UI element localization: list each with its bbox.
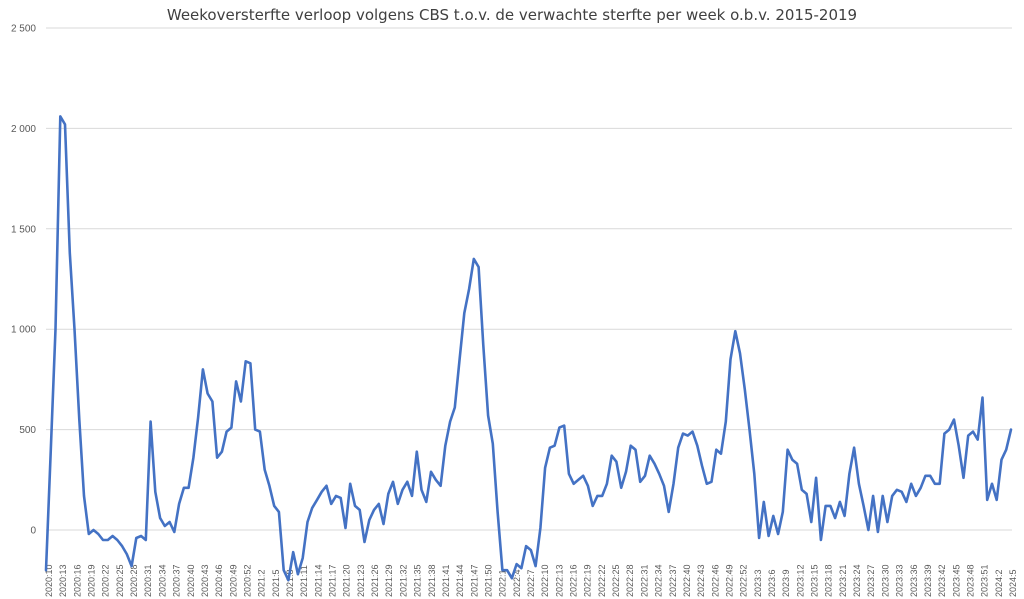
x-tick-label: 2020:28 — [129, 564, 139, 597]
x-tick-label: 2022:13 — [554, 564, 564, 597]
x-tick-label: 2022:31 — [639, 564, 649, 597]
x-tick-label: 2021:47 — [469, 564, 479, 597]
x-axis-labels: 2020:10 2020:13 2020:16 2020:19 2020:22 2020:… — [44, 564, 1018, 597]
x-tick-label: 2023:51 — [980, 564, 990, 597]
x-tick-label: 2023:36 — [909, 564, 919, 597]
x-tick-label: 2021:2 — [257, 569, 267, 597]
y-tick-label: 1 500 — [11, 224, 36, 235]
x-tick-label: 2022:22 — [597, 564, 607, 597]
x-tick-label: 2020:10 — [44, 564, 54, 597]
x-tick-label: 2021:32 — [398, 564, 408, 597]
x-tick-label: 2022:25 — [611, 564, 621, 597]
x-tick-label: 2023:30 — [880, 564, 890, 597]
x-tick-label: 2023:6 — [767, 569, 777, 597]
x-tick-label: 2023:9 — [781, 569, 791, 597]
y-tick-label: 2 500 — [11, 24, 36, 35]
x-tick-label: 2020:49 — [228, 564, 238, 597]
x-tick-label: 2024:2 — [994, 569, 1004, 597]
x-tick-label: 2020:43 — [200, 564, 210, 597]
x-tick-label: 2022:46 — [710, 564, 720, 597]
gridlines — [46, 27, 1012, 531]
x-tick-label: 2023:18 — [824, 564, 834, 597]
x-tick-label: 2021:14 — [313, 564, 323, 597]
x-tick-label: 2021:41 — [441, 564, 451, 597]
y-tick-label: 2 000 — [11, 124, 36, 135]
x-tick-label: 2022:52 — [739, 564, 749, 597]
x-tick-label: 2020:52 — [243, 564, 253, 597]
x-tick-label: 2021:26 — [370, 564, 380, 597]
x-tick-label: 2022:1 — [498, 569, 508, 597]
chart-title: Weekoversterfte verloop volgens CBS t.o.… — [166, 6, 858, 24]
x-tick-label: 2023:39 — [923, 564, 933, 597]
y-axis-labels: 0 500 1 000 1 500 2 000 2 500 — [11, 24, 36, 537]
x-tick-label: 2023:12 — [795, 564, 805, 597]
x-tick-label: 2023:33 — [895, 564, 905, 597]
x-tick-label: 2023:21 — [838, 564, 848, 597]
x-tick-label: 2022:37 — [668, 564, 678, 597]
x-tick-label: 2020:40 — [186, 564, 196, 597]
x-tick-label: 2022:49 — [725, 564, 735, 597]
x-tick-label: 2023:45 — [951, 564, 961, 597]
x-tick-label: 2021:35 — [413, 564, 423, 597]
x-tick-label: 2022:4 — [512, 569, 522, 597]
x-tick-label: 2021:20 — [342, 564, 352, 597]
x-tick-label: 2023:27 — [866, 564, 876, 597]
series-line — [44, 115, 1013, 582]
x-tick-label: 2023:15 — [810, 564, 820, 597]
x-tick-label: 2023:48 — [966, 564, 976, 597]
x-tick-label: 2020:19 — [87, 564, 97, 597]
x-tick-label: 2022:16 — [569, 564, 579, 597]
x-tick-label: 2023:24 — [852, 564, 862, 597]
x-tick-label: 2020:22 — [101, 564, 111, 597]
x-tick-label: 2022:34 — [654, 564, 664, 597]
x-tick-label: 2020:34 — [157, 564, 167, 597]
y-tick-label: 1 000 — [11, 325, 36, 336]
x-tick-label: 2021:8 — [285, 569, 295, 597]
x-tick-label: 2021:29 — [384, 564, 394, 597]
x-tick-label: 2022:19 — [583, 564, 593, 597]
y-tick-label: 500 — [19, 425, 36, 436]
x-tick-label: 2021:44 — [455, 564, 465, 597]
x-tick-label: 2023:3 — [753, 569, 763, 597]
x-tick-label: 2021:50 — [484, 564, 494, 597]
x-tick-label: 2022:7 — [526, 569, 536, 597]
x-tick-label: 2020:16 — [72, 564, 82, 597]
x-tick-label: 2022:43 — [696, 564, 706, 597]
x-tick-label: 2020:37 — [172, 564, 182, 597]
x-tick-label: 2022:10 — [540, 564, 550, 597]
x-tick-label: 2020:13 — [58, 564, 68, 597]
x-tick-label: 2020:31 — [143, 564, 153, 597]
x-tick-label: 2021:23 — [356, 564, 366, 597]
x-tick-label: 2021:5 — [271, 569, 281, 597]
x-tick-label: 2021:11 — [299, 565, 309, 597]
series-layer — [44, 115, 1013, 582]
x-tick-label: 2022:40 — [682, 564, 692, 597]
x-tick-label: 2023:42 — [937, 564, 947, 597]
x-tick-label: 2020:46 — [214, 564, 224, 597]
x-tick-label: 2024:5 — [1008, 569, 1018, 597]
x-tick-label: 2020:25 — [115, 564, 125, 597]
x-tick-label: 2022:28 — [625, 564, 635, 597]
x-tick-label: 2021:17 — [328, 564, 338, 597]
x-tick-label: 2021:38 — [427, 564, 437, 597]
y-tick-label: 0 — [30, 526, 36, 537]
